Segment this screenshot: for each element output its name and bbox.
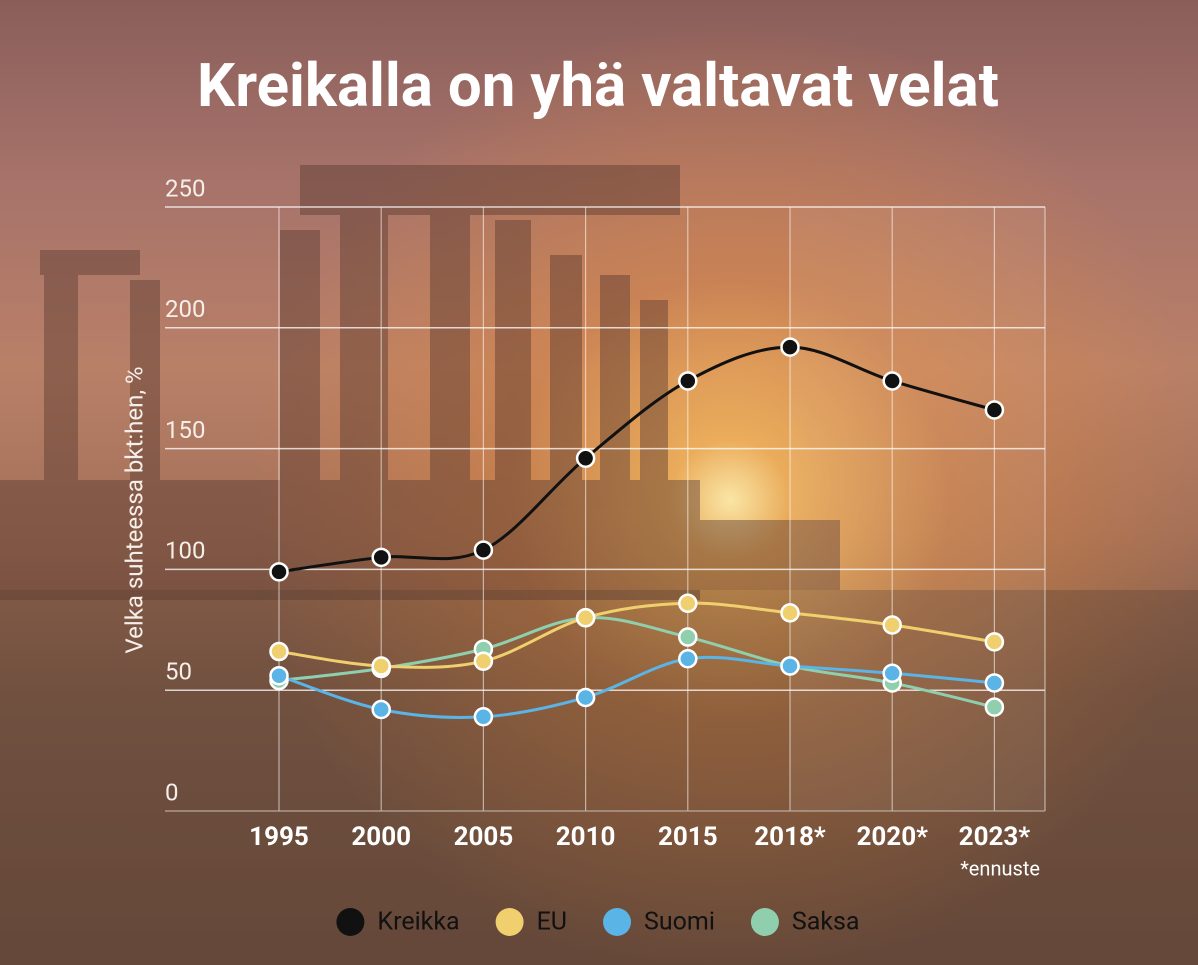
data-point <box>473 540 494 560</box>
data-point <box>473 651 494 671</box>
data-point <box>371 656 391 676</box>
data-point <box>269 562 289 582</box>
data-point <box>371 699 391 720</box>
annotation: *ennuste <box>960 856 1040 880</box>
chart-title: Kreikalla on yhä valtavat velat <box>197 50 999 121</box>
y-tick-label: 0 <box>165 778 179 806</box>
data-point <box>678 593 698 613</box>
legend-label: Suomi <box>644 908 715 937</box>
data-point <box>269 665 289 686</box>
legend-label: Kreikka <box>377 908 459 937</box>
y-tick-label: 150 <box>165 416 205 444</box>
y-tick-label: 100 <box>165 537 205 565</box>
data-point <box>984 697 1005 717</box>
x-tick-label: 2023* <box>959 822 1031 852</box>
grid <box>278 207 1046 811</box>
data-point <box>678 649 698 669</box>
data-point <box>882 663 902 684</box>
x-tick-label: 2018* <box>754 822 826 852</box>
data-point <box>269 641 289 662</box>
x-tick-label: 2020* <box>856 822 928 852</box>
legend-marker <box>750 908 779 936</box>
x-tick-label: 2000 <box>351 822 411 852</box>
x-tick-label: 2015 <box>658 822 718 852</box>
series-line <box>278 655 995 719</box>
data-point <box>780 337 800 357</box>
legend-marker <box>603 908 632 936</box>
data-point <box>678 627 698 647</box>
x-tick-label: 2005 <box>454 822 514 852</box>
legend-marker <box>336 908 365 936</box>
data-point <box>882 615 902 635</box>
data-point <box>984 400 1005 420</box>
y-tick-label: 250 <box>165 174 205 202</box>
x-tick-label: 1995 <box>249 822 309 852</box>
y-tick-label: 50 <box>165 658 192 686</box>
data-point <box>473 707 494 727</box>
series-line <box>278 601 995 669</box>
x-tick-label: 2010 <box>556 822 616 852</box>
data-point <box>984 673 1005 693</box>
legend-marker <box>495 908 524 936</box>
legend-label: EU <box>537 908 567 937</box>
data-point <box>575 607 596 628</box>
data-point <box>575 687 596 708</box>
y-axis-label: Velka suhteessa bkt:hen, % <box>120 366 148 653</box>
legend-label: Saksa <box>792 908 860 937</box>
data-point <box>780 656 800 676</box>
data-point <box>780 603 800 623</box>
series-line <box>278 345 995 574</box>
data-point <box>984 632 1005 652</box>
data-point <box>575 448 596 469</box>
data-point <box>882 371 902 391</box>
legend: Kreikka EU Suomi Saksa <box>336 908 860 937</box>
data-point <box>371 547 391 568</box>
data-point <box>678 371 698 391</box>
y-tick-label: 200 <box>165 295 205 323</box>
